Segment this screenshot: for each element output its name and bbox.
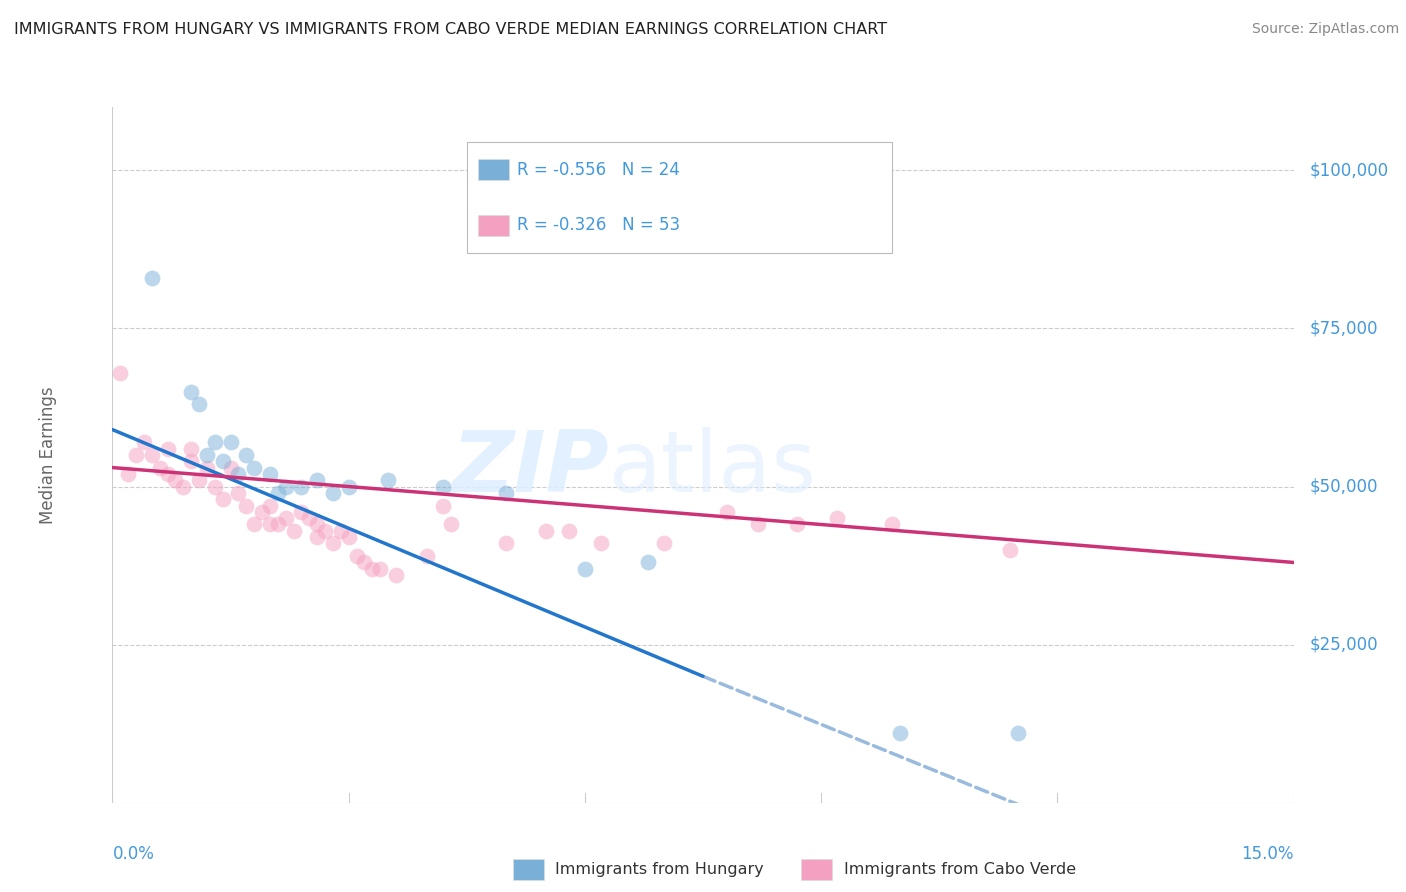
Point — [652, 536, 675, 550]
Point — [165, 473, 187, 487]
Point — [495, 536, 517, 550]
Point — [880, 517, 903, 532]
Point — [314, 524, 336, 538]
Point — [274, 511, 297, 525]
Text: Immigrants from Cabo Verde: Immigrants from Cabo Verde — [844, 863, 1076, 877]
Point — [337, 479, 360, 493]
Point — [440, 517, 463, 532]
Point — [637, 556, 659, 570]
Point — [219, 460, 242, 475]
Point — [211, 492, 233, 507]
Point — [211, 454, 233, 468]
Point — [416, 549, 439, 563]
Text: R = -0.326   N = 53: R = -0.326 N = 53 — [517, 217, 681, 235]
Point — [267, 486, 290, 500]
Point — [361, 562, 384, 576]
Point — [274, 479, 297, 493]
Point — [259, 467, 281, 481]
Point — [534, 524, 557, 538]
Point — [786, 517, 808, 532]
Point — [998, 542, 1021, 557]
Point — [110, 366, 132, 380]
Point — [228, 486, 250, 500]
Point — [180, 384, 202, 399]
Text: Immigrants from Hungary: Immigrants from Hungary — [555, 863, 763, 877]
Point — [1007, 726, 1029, 740]
Point — [283, 524, 305, 538]
Point — [432, 499, 454, 513]
Point — [307, 473, 329, 487]
Point — [188, 473, 211, 487]
Text: IMMIGRANTS FROM HUNGARY VS IMMIGRANTS FROM CABO VERDE MEDIAN EARNINGS CORRELATIO: IMMIGRANTS FROM HUNGARY VS IMMIGRANTS FR… — [14, 22, 887, 37]
Point — [558, 524, 581, 538]
Point — [188, 397, 211, 411]
Point — [172, 479, 194, 493]
Point — [322, 536, 344, 550]
Point — [156, 467, 179, 481]
Point — [377, 473, 399, 487]
Point — [589, 536, 612, 550]
Text: 0.0%: 0.0% — [112, 845, 155, 863]
Point — [219, 435, 242, 450]
Point — [747, 517, 769, 532]
Point — [267, 517, 290, 532]
Text: ZIP: ZIP — [451, 427, 609, 510]
Text: $100,000: $100,000 — [1309, 161, 1388, 179]
Text: R = -0.556   N = 24: R = -0.556 N = 24 — [517, 161, 681, 178]
Text: $75,000: $75,000 — [1309, 319, 1378, 337]
Point — [204, 435, 226, 450]
Point — [716, 505, 738, 519]
Point — [141, 270, 163, 285]
Point — [180, 454, 202, 468]
Point — [156, 442, 179, 456]
Point — [250, 505, 273, 519]
Point — [235, 448, 257, 462]
Point — [889, 726, 911, 740]
Point — [298, 511, 321, 525]
Point — [290, 479, 312, 493]
Point — [307, 517, 329, 532]
Point — [368, 562, 391, 576]
Text: Source: ZipAtlas.com: Source: ZipAtlas.com — [1251, 22, 1399, 37]
Point — [322, 486, 344, 500]
Point — [235, 499, 257, 513]
Point — [204, 479, 226, 493]
Text: $50,000: $50,000 — [1309, 477, 1378, 496]
Text: Median Earnings: Median Earnings — [38, 386, 56, 524]
Point — [337, 530, 360, 544]
Point — [259, 517, 281, 532]
Point — [125, 448, 148, 462]
Point — [825, 511, 848, 525]
Text: atlas: atlas — [609, 427, 817, 510]
Point — [574, 562, 596, 576]
Point — [495, 486, 517, 500]
Point — [149, 460, 172, 475]
Text: 15.0%: 15.0% — [1241, 845, 1294, 863]
Point — [117, 467, 139, 481]
Point — [307, 530, 329, 544]
Point — [195, 460, 218, 475]
Point — [243, 517, 266, 532]
Point — [329, 524, 352, 538]
Point — [353, 556, 375, 570]
Point — [259, 499, 281, 513]
Point — [243, 460, 266, 475]
Point — [385, 568, 408, 582]
Point — [346, 549, 368, 563]
Point — [195, 448, 218, 462]
Text: $25,000: $25,000 — [1309, 636, 1378, 654]
Point — [228, 467, 250, 481]
Point — [132, 435, 155, 450]
Point — [180, 442, 202, 456]
Point — [290, 505, 312, 519]
Point — [141, 448, 163, 462]
Point — [432, 479, 454, 493]
